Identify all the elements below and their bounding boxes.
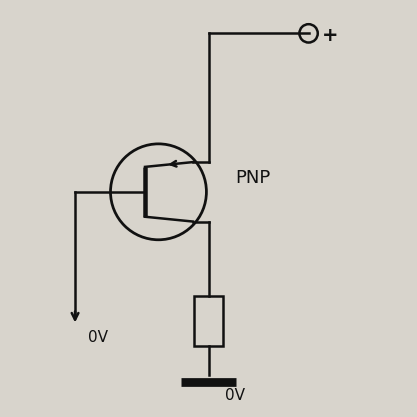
Text: PNP: PNP — [236, 169, 271, 188]
Text: 0V: 0V — [88, 330, 108, 345]
Text: +: + — [322, 26, 339, 45]
Text: 0V: 0V — [225, 388, 245, 403]
Bar — [194, 296, 223, 346]
